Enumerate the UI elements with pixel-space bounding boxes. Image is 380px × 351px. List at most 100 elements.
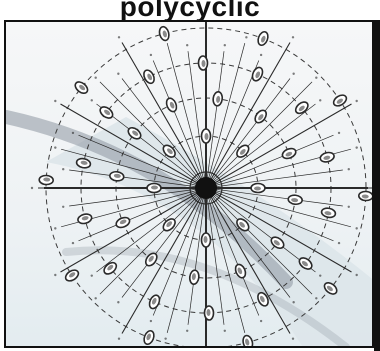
tip-dot (292, 301, 295, 304)
blob-mark (287, 194, 303, 206)
radial-line (99, 81, 207, 189)
tip-dot (223, 329, 226, 332)
tip-dot (355, 227, 358, 230)
radial-diagram (6, 22, 372, 346)
radial-line (205, 187, 313, 295)
blob-mark (332, 94, 348, 107)
blob-mark (257, 291, 269, 307)
blob-mark (144, 252, 158, 267)
radial-line (205, 187, 334, 242)
blob-mark (281, 147, 297, 160)
radial-line (205, 103, 352, 189)
tip-dot (186, 44, 189, 47)
radial-line (205, 43, 246, 189)
blob-mark (203, 305, 215, 321)
center-hub (195, 177, 217, 199)
panel-edge (374, 20, 380, 351)
radial-line (205, 187, 225, 325)
radial-line (121, 78, 207, 189)
radial-line (205, 187, 352, 273)
radial-line (205, 134, 334, 189)
tip-dot (186, 329, 189, 332)
blob-mark (236, 144, 250, 158)
blob-mark (109, 170, 125, 182)
tip-dot (223, 44, 226, 47)
radial-line (205, 42, 291, 189)
tip-dot (337, 241, 341, 245)
tip-dot (54, 99, 57, 103)
radial-line (96, 103, 207, 189)
blob-mark (257, 30, 269, 47)
tip-dot (292, 72, 295, 75)
center-mark (189, 171, 223, 205)
tip-dot (94, 297, 97, 300)
tip-dot (62, 205, 65, 208)
blob-mark (103, 261, 118, 275)
tip-dot (164, 337, 167, 340)
blob-mark (197, 55, 209, 71)
tip-dot (117, 36, 121, 39)
radial-line (166, 187, 207, 333)
tip-dot (149, 53, 153, 57)
blob-mark (234, 263, 247, 279)
blob-mark (200, 232, 212, 248)
tip-dot (94, 76, 97, 79)
blob-mark (99, 106, 114, 119)
tip-dot (117, 337, 121, 340)
tip-dot (30, 186, 34, 190)
blob-mark (158, 25, 170, 42)
tip-dot (54, 146, 57, 149)
radial-line (121, 187, 207, 334)
radial-line (205, 51, 225, 189)
radial-line (60, 103, 207, 189)
blob-mark (148, 294, 161, 310)
radial-line (121, 42, 207, 189)
blob-mark (77, 213, 93, 225)
swoosh-light (46, 117, 372, 346)
blob-mark (294, 101, 309, 115)
tip-dot (259, 319, 263, 323)
blob-mark (212, 91, 224, 107)
tip-dot (355, 99, 358, 103)
tip-dot (117, 72, 120, 75)
tip-dot (355, 146, 358, 149)
blob-mark (251, 66, 264, 82)
radial-line (205, 187, 246, 333)
page-title: polycyclic (119, 0, 261, 22)
blob-marks (38, 25, 372, 346)
tip-dot (291, 337, 295, 340)
blob-mark (127, 126, 142, 140)
tip-dot (54, 273, 57, 277)
tip-dot (319, 274, 322, 277)
blob-mark (38, 174, 54, 186)
radial-line (187, 187, 207, 325)
radial-line (205, 187, 291, 334)
blob-mark (188, 269, 200, 285)
blob-mark (358, 190, 372, 202)
tip-dot (259, 53, 263, 57)
blob-mark (242, 334, 254, 346)
blob-mark (143, 69, 155, 85)
tip-dot (245, 36, 248, 39)
blob-mark (270, 236, 285, 250)
radial-line (205, 187, 343, 207)
radial-line (205, 60, 260, 189)
tip-dot (90, 274, 93, 277)
blob-mark (250, 182, 266, 194)
blob-mark (165, 97, 178, 113)
radial-line (60, 187, 207, 273)
tip-dot (149, 319, 153, 323)
blob-mark (319, 151, 335, 163)
radial-line (205, 78, 291, 189)
blob-mark (254, 109, 268, 124)
tip-dot (347, 205, 350, 208)
tip-dot (337, 131, 341, 135)
tip-dot (62, 168, 65, 171)
radial-line (78, 187, 207, 242)
swoosh-dark (6, 110, 293, 289)
blob-mark (320, 207, 337, 219)
tip-dot (319, 99, 322, 102)
blob-mark (236, 218, 250, 232)
radial-line (69, 187, 207, 207)
diagram-panel (4, 20, 374, 348)
